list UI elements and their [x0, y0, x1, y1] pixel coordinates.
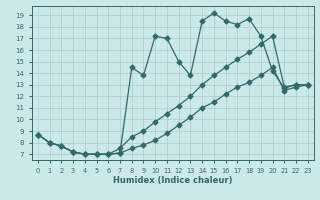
- X-axis label: Humidex (Indice chaleur): Humidex (Indice chaleur): [113, 176, 233, 185]
